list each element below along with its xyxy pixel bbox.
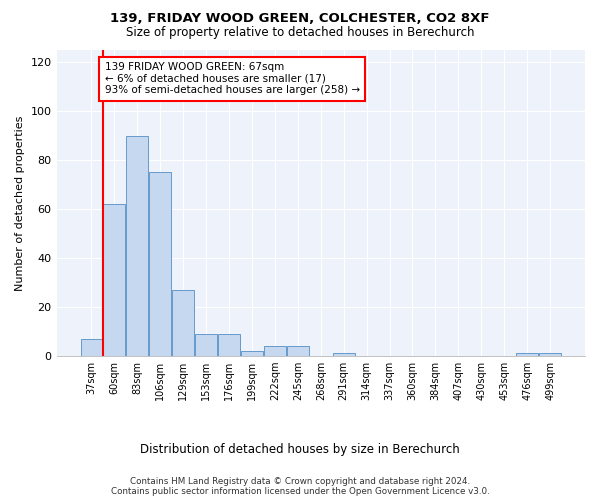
- Y-axis label: Number of detached properties: Number of detached properties: [15, 115, 25, 290]
- Text: Contains public sector information licensed under the Open Government Licence v3: Contains public sector information licen…: [110, 488, 490, 496]
- Bar: [241, 350, 263, 356]
- Bar: [287, 346, 309, 356]
- Bar: [149, 172, 171, 356]
- Bar: [539, 353, 561, 356]
- Bar: [127, 136, 148, 356]
- Bar: [516, 353, 538, 356]
- Text: Size of property relative to detached houses in Berechurch: Size of property relative to detached ho…: [126, 26, 474, 39]
- Bar: [195, 334, 217, 355]
- Text: Contains HM Land Registry data © Crown copyright and database right 2024.: Contains HM Land Registry data © Crown c…: [130, 478, 470, 486]
- Bar: [172, 290, 194, 356]
- Bar: [103, 204, 125, 356]
- Text: 139 FRIDAY WOOD GREEN: 67sqm
← 6% of detached houses are smaller (17)
93% of sem: 139 FRIDAY WOOD GREEN: 67sqm ← 6% of det…: [104, 62, 360, 96]
- Bar: [333, 353, 355, 356]
- Bar: [264, 346, 286, 356]
- Text: Distribution of detached houses by size in Berechurch: Distribution of detached houses by size …: [140, 442, 460, 456]
- Text: 139, FRIDAY WOOD GREEN, COLCHESTER, CO2 8XF: 139, FRIDAY WOOD GREEN, COLCHESTER, CO2 …: [110, 12, 490, 26]
- Bar: [80, 338, 103, 355]
- Bar: [218, 334, 240, 355]
